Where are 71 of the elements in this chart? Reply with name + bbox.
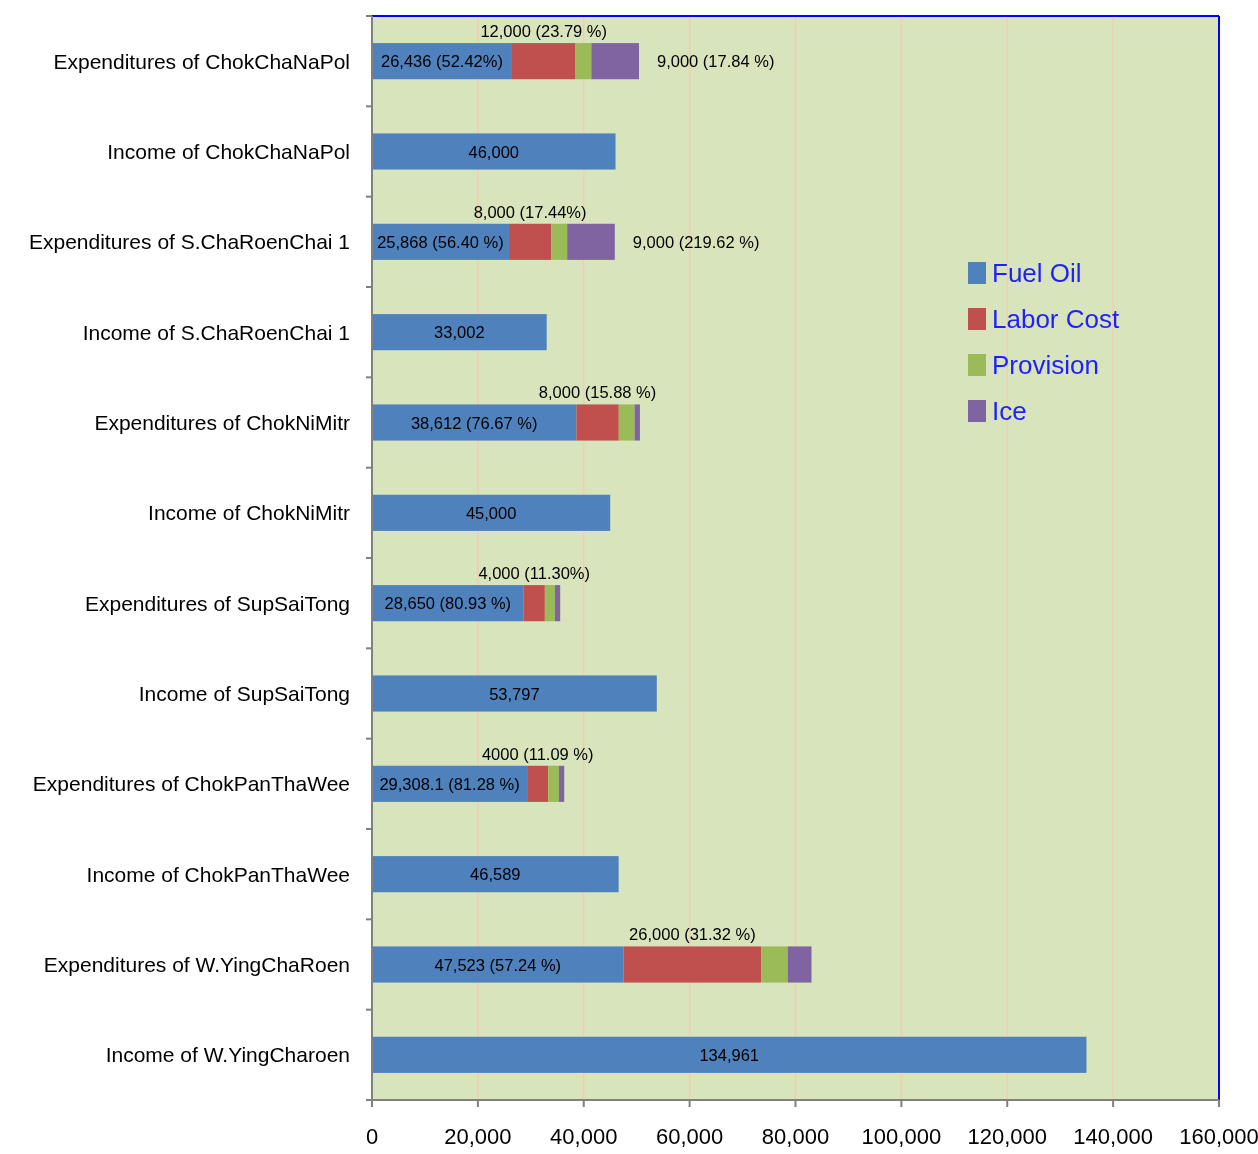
data-label: 8,000 (15.88 %) [538,383,657,402]
data-label: 46,589 [470,865,521,884]
legend-label: Fuel Oil [992,258,1082,288]
x-tick-label: 60,000 [655,1124,724,1149]
y-tick-label: Expenditures of ChokNiMitr [94,411,350,434]
bar [372,314,547,351]
bar [567,223,615,260]
y-tick-label: Expenditures of ChokChaNaPol [53,49,350,73]
bar [558,765,565,802]
y-tick-label: Expenditures of W.YingChaRoen [43,953,350,976]
bar [527,765,549,802]
bar [634,404,640,441]
x-tick-label: 0 [365,1124,379,1149]
bar [372,404,577,441]
data-label: 29,308.1 (81.28 %) [379,774,520,793]
data-label: 53,797 [489,684,540,703]
data-label: 45,000 [465,503,517,522]
data-label: 47,523 (57.24 %) [434,955,562,974]
bar [523,585,545,622]
bar [575,43,592,80]
legend-label: Ice [992,396,1027,426]
bar [554,585,561,622]
data-label: 9,000 (17.84 %) [657,52,775,71]
data-label: 9,000 (219.62 %) [632,232,760,251]
bar [591,43,639,80]
x-tick-label: 140,000 [1073,1124,1153,1149]
data-label: 8,000 (17.44%) [473,202,587,221]
bar [618,404,635,441]
x-tick-label: 120,000 [967,1124,1048,1149]
data-label: 26,000 (31.32 %) [629,925,756,944]
legend-label: Provision [992,350,1099,380]
bar [551,223,568,260]
legend-label: Labor Cost [992,304,1120,334]
data-label: 33,002 [434,323,485,342]
bar [372,675,657,712]
y-tick-label: Expenditures of S.ChaRoenChai 1 [28,230,350,254]
bar [508,223,552,260]
y-tick-label: Expenditures of ChokPanThaWee [32,772,350,796]
data-label: 28,650 (80.93 %) [384,594,512,613]
data-label: 12,000 (23.79 %) [480,22,607,41]
data-label: 38,612 (76.67 %) [410,413,538,432]
data-label: 4,000 (11.30%) [478,564,591,583]
bar [576,404,619,441]
bar [548,765,559,802]
x-tick-label: 20,000 [444,1124,512,1149]
data-label: 4000 (11.09 %) [481,744,594,763]
data-label: 46,000 [468,142,519,161]
y-tick-label: Income of S.ChaRoenChai 1 [82,320,350,344]
y-tick-label: Expenditures of SupSaiTong [84,591,350,615]
bar [372,1036,1087,1073]
bar [372,856,619,893]
bar [761,946,788,983]
y-tick-label: Income of ChokChaNaPol [107,140,350,163]
x-tick-label: 160,000 [1179,1124,1258,1149]
bar [623,946,762,983]
x-tick-label: 100,000 [861,1124,942,1149]
data-label: 26,436 (52.42%) [380,52,503,71]
bar [372,946,624,983]
y-tick-label: Income of W.YingCharoen [105,1043,350,1067]
y-tick-label: Income of ChokNiMitr [148,501,351,525]
x-tick-label: 80,000 [761,1124,830,1149]
y-tick-label: Income of SupSaiTong [138,682,350,705]
y-tick-label: Income of ChokPanThaWee [86,862,350,886]
x-tick-label: 40,000 [550,1124,618,1149]
bar [372,133,616,170]
bar [511,43,576,80]
data-label: 134,961 [699,1045,760,1064]
bar [787,946,812,983]
bar [544,585,555,622]
bar [372,494,611,531]
data-label: 25,868 (56.40 %) [377,232,504,251]
